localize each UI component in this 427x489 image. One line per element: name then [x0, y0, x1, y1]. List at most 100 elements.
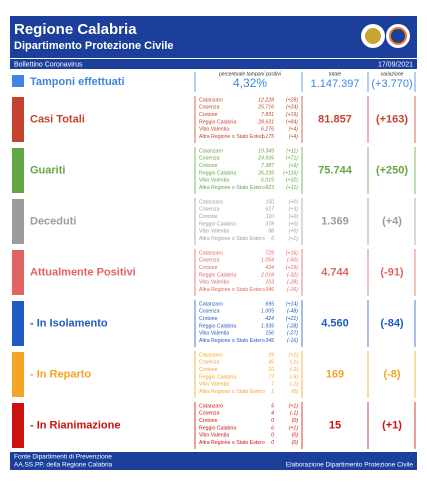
province: Altra Regione o Stato Estero [199, 287, 265, 293]
province-change: (+0) [289, 199, 299, 205]
date: 17/09/2021 [378, 61, 413, 68]
province-change: (+0) [289, 214, 299, 220]
province-value: 729 [265, 250, 274, 256]
province-change: (+11) [286, 148, 298, 154]
province-change: (+16) [286, 250, 299, 256]
province: Crotone [199, 163, 218, 169]
province: Vibo Valentia [199, 382, 229, 388]
province: Crotone [199, 265, 218, 271]
province-change: (-1) [290, 382, 298, 388]
section-total: 75.744 [318, 164, 353, 176]
province-value: 346 [265, 287, 274, 293]
province-value: 163 [265, 280, 274, 286]
province-value: 26.235 [257, 170, 274, 176]
province-value: 6 [271, 425, 274, 431]
province: Cosenza [199, 411, 220, 417]
caption: variazione [381, 71, 404, 77]
province-value: 4 [271, 411, 274, 417]
province-change: (+32) [286, 178, 299, 184]
province-change: (0) [292, 440, 299, 446]
province: Crotone [199, 214, 218, 220]
section-label: Casi Totali [30, 113, 85, 125]
province-change: (0) [292, 433, 299, 439]
section-change: (+4) [382, 215, 402, 227]
province-value: 434 [265, 265, 274, 271]
province-value: 7.831 [261, 112, 274, 118]
province-change: (-16) [287, 338, 298, 344]
section-total: 81.857 [318, 113, 352, 125]
section-label: Deceduti [30, 215, 76, 227]
section-total: 1.369 [321, 215, 349, 227]
color-block [12, 75, 24, 87]
province-change: (-50) [287, 258, 298, 264]
province-change: (+3) [289, 207, 299, 213]
province: Altra Regione o Stato Estero [199, 134, 265, 140]
province: Reggio Calabria [199, 425, 236, 431]
province-value: 627 [265, 207, 275, 213]
section-label: Attualmente Positivi [30, 266, 136, 278]
province-value: 28.631 [257, 119, 274, 125]
section-label: Guariti [30, 164, 65, 176]
province-value: 0 [271, 433, 274, 439]
section-total: 4.560 [321, 317, 349, 329]
province-change: (+24) [286, 105, 299, 111]
subtitle: Dipartimento Protezione Civile [14, 40, 174, 52]
province-value: 2.018 [260, 272, 274, 278]
section-change: (-8) [383, 368, 400, 380]
province-change: (+4) [289, 134, 299, 140]
province: Reggio Calabria [199, 221, 236, 227]
province-value: 1.175 [261, 134, 274, 140]
province-value: 7 [271, 382, 275, 388]
section-change: (+250) [376, 164, 408, 176]
province-change: (-32) [287, 272, 298, 278]
province-change: (+1) [289, 352, 299, 358]
province: Catanzaro [199, 352, 223, 358]
province: Catanzaro [199, 97, 223, 103]
province: Catanzaro [199, 199, 223, 205]
color-block [12, 250, 24, 295]
province-change: (+1) [289, 236, 299, 242]
province-change: (-27) [287, 331, 298, 337]
province: Cosenza [199, 258, 220, 264]
section-change: (+1) [382, 419, 402, 431]
caption: percentuale tamponi positivi [218, 71, 282, 77]
province: Crotone [199, 112, 218, 118]
province-change: (-1) [290, 411, 298, 417]
section-total: 169 [326, 368, 344, 380]
province: Cosenza [199, 309, 220, 315]
province: Vibo Valentia [199, 280, 229, 286]
province: Vibo Valentia [199, 433, 229, 439]
province-value: 1.005 [261, 309, 274, 315]
province-value: 29 [267, 352, 274, 358]
province-value: 6.276 [261, 127, 274, 133]
province: Vibo Valentia [199, 229, 229, 235]
province: Cosenza [199, 105, 220, 111]
section-total: 15 [329, 419, 341, 431]
province: Catanzaro [199, 148, 223, 154]
section-change: (+163) [376, 113, 408, 125]
section-total: 4.744 [321, 266, 349, 278]
province-value: 0 [271, 440, 274, 446]
province-value: 12.228 [258, 97, 274, 103]
province: Reggio Calabria [199, 119, 236, 125]
title: Regione Calabria [14, 21, 137, 38]
variation: (+3.770) [371, 78, 412, 90]
province: Altra Regione o Stato Estero [199, 185, 265, 191]
province-value: 345 [265, 338, 274, 344]
footer-text: Elaborazione Dipartimento Protezione Civ… [286, 462, 414, 469]
province-change: (-28) [287, 280, 298, 286]
section-change: (-84) [380, 317, 404, 329]
section-label: - In Rianimazione [30, 419, 120, 431]
province-value: 1 [271, 389, 274, 395]
province-value: 150 [265, 199, 274, 205]
province: Altra Regione o Stato Estero [199, 338, 265, 344]
percentage: 4,32% [233, 76, 267, 90]
province-value: 110 [266, 214, 274, 220]
province: Crotone [199, 316, 218, 322]
logo [365, 28, 381, 44]
province-value: 1.935 [261, 323, 274, 329]
province: Reggio Calabria [199, 170, 236, 176]
province: Reggio Calabria [199, 272, 236, 278]
province: Vibo Valentia [199, 178, 229, 184]
province-change: (-16) [287, 287, 298, 293]
